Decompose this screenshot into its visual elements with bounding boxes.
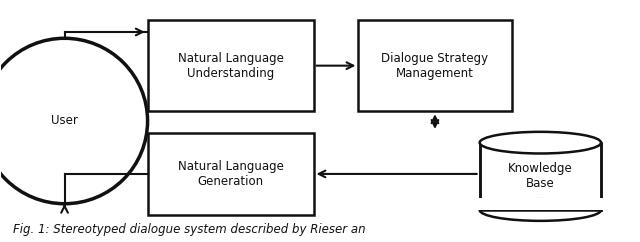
FancyBboxPatch shape <box>479 143 601 210</box>
Text: Natural Language
Understanding: Natural Language Understanding <box>178 52 284 80</box>
Ellipse shape <box>0 38 148 204</box>
Text: Dialogue Strategy
Management: Dialogue Strategy Management <box>381 52 488 80</box>
FancyBboxPatch shape <box>148 133 314 215</box>
FancyBboxPatch shape <box>148 20 314 111</box>
Text: Knowledge
Base: Knowledge Base <box>508 162 573 190</box>
Text: User: User <box>51 114 78 128</box>
Text: Fig. 1: Stereotyped dialogue system described by Rieser an: Fig. 1: Stereotyped dialogue system desc… <box>13 224 366 236</box>
FancyBboxPatch shape <box>358 20 511 111</box>
Ellipse shape <box>479 132 601 153</box>
FancyBboxPatch shape <box>476 198 604 210</box>
Text: Natural Language
Generation: Natural Language Generation <box>178 160 284 188</box>
